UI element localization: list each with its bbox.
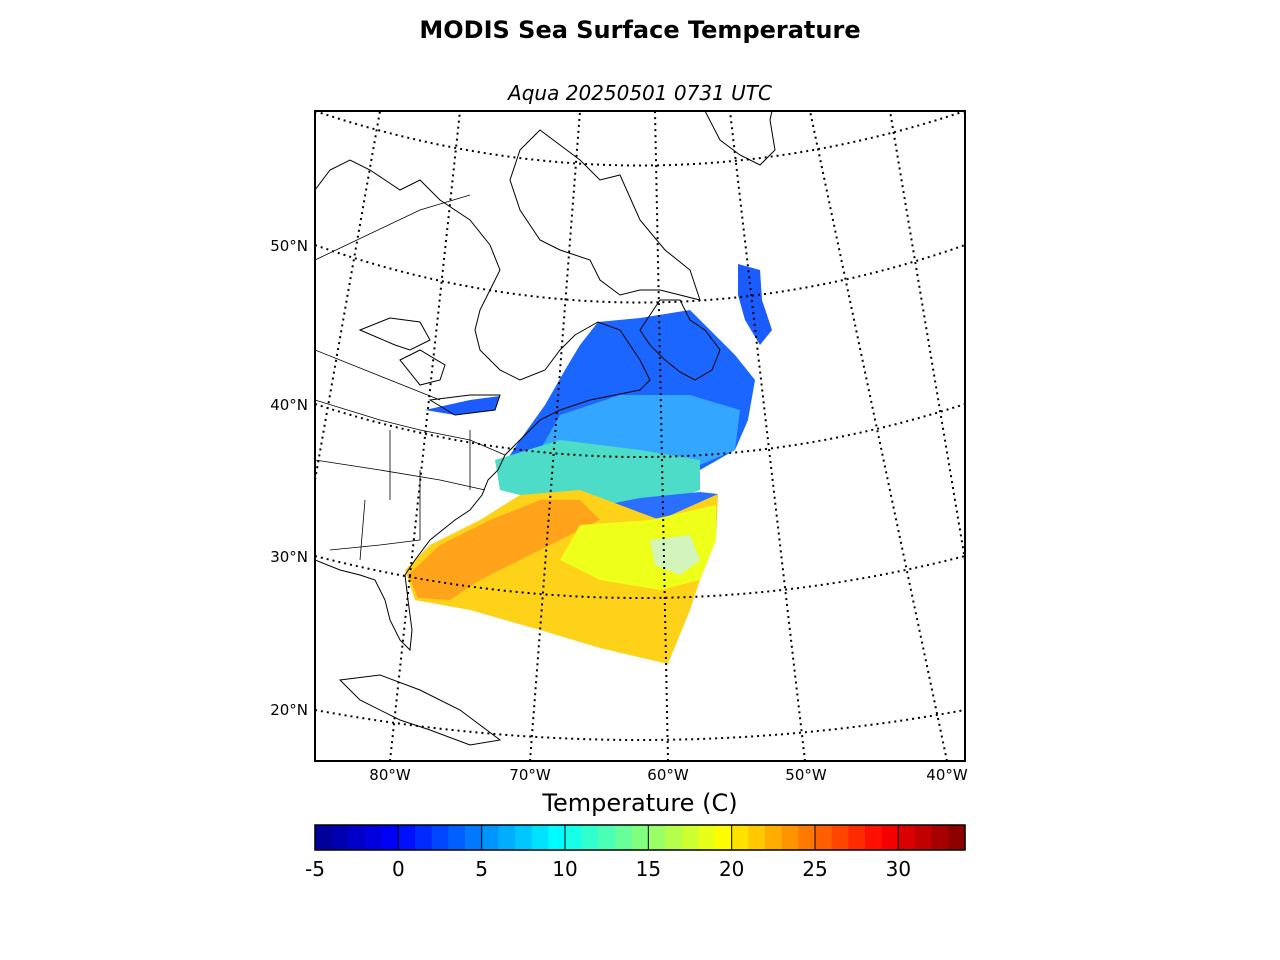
colorbar-cell [715, 825, 733, 850]
lon-label-70w: 70°W [509, 766, 551, 784]
colorbar-cell [615, 825, 633, 850]
colorbar-cell [481, 825, 499, 850]
latitude-labels: 20°N 30°N 40°N 50°N [270, 237, 308, 719]
parallel-50n [315, 244, 965, 304]
meridian-60w [654, 111, 669, 761]
colorbar-cell [348, 825, 366, 850]
lon-label-80w: 80°W [369, 766, 411, 784]
colorbar-cell [948, 825, 966, 850]
colorbar-tick-label: 20 [719, 857, 744, 881]
colorbar-cell [815, 825, 833, 850]
colorbar-cell [865, 825, 883, 850]
colorbar-cell [848, 825, 866, 850]
colorbar-cell [598, 825, 616, 850]
colorbar-label: Temperature (C) [541, 789, 737, 817]
lat-label-50n: 50°N [270, 237, 308, 255]
labrador-outline [509, 129, 701, 301]
sst-data [405, 264, 772, 664]
sst-cloud-gap [650, 535, 700, 575]
colorbar-cell [765, 825, 783, 850]
colorbar-cell [931, 825, 949, 850]
lon-label-50w: 50°W [785, 766, 827, 784]
colorbar-cell [381, 825, 399, 850]
florida-cuba-outline [338, 674, 502, 746]
colorbar-cell [831, 825, 849, 850]
great-lakes-outline [358, 317, 501, 416]
state-borders [315, 194, 506, 561]
meridian-90w [315, 111, 381, 481]
colorbar-cell [415, 825, 433, 850]
lon-label-40w: 40°W [926, 766, 968, 784]
colorbar-cell [448, 825, 466, 850]
sst-labrador-fragment [738, 264, 772, 345]
parallel-40n [315, 403, 965, 458]
colorbar-cell [498, 825, 516, 850]
sst-hot-region [408, 500, 600, 600]
lat-label-40n: 40°N [270, 396, 308, 414]
colorbar-cell [531, 825, 549, 850]
colorbar-tick-label: -5 [305, 857, 325, 881]
east-coast-outline [315, 159, 651, 652]
colorbar-cell [698, 825, 716, 850]
colorbar-cell [798, 825, 816, 850]
figure-subtitle: Aqua 20250501 0731 UTC [506, 81, 772, 105]
lat-label-30n: 30°N [270, 548, 308, 566]
graticule [315, 111, 965, 761]
map-panel [315, 111, 965, 761]
colorbar-cell [781, 825, 799, 850]
colorbar-cell [548, 825, 566, 850]
colorbar-cell [398, 825, 416, 850]
colorbar-tick-label: 30 [886, 857, 911, 881]
meridian-50w [729, 111, 806, 761]
colorbar-cell [915, 825, 933, 850]
meridian-70w [529, 111, 581, 761]
colorbar-cell [431, 825, 449, 850]
colorbar-cell [665, 825, 683, 850]
sst-transition-band [495, 440, 700, 510]
colorbar-cell [898, 825, 916, 850]
colorbar-cell [581, 825, 599, 850]
lon-label-60w: 60°W [647, 766, 689, 784]
colorbar-ticks: -5 0 5 10 15 20 25 30 [305, 825, 911, 881]
colorbar-cell [881, 825, 899, 850]
colorbar-cell [648, 825, 666, 850]
colorbar-cell [631, 825, 649, 850]
colorbar-cell [365, 825, 383, 850]
meridian-30w [889, 111, 965, 561]
colorbar-tick-label: 15 [636, 857, 661, 881]
colorbar-cells [315, 825, 966, 850]
colorbar-tick-label: 5 [475, 857, 488, 881]
map-frame [314, 110, 966, 762]
greenland-tip-outline [704, 111, 776, 166]
colorbar-cell [681, 825, 699, 850]
parallel-60n [315, 111, 965, 167]
colorbar-tick-label: 25 [802, 857, 827, 881]
meridian-40w [809, 111, 948, 761]
colorbar-cell [315, 825, 333, 850]
colorbar-cell [565, 825, 583, 850]
colorbar-tick-label: 10 [552, 857, 577, 881]
meridian-80w [389, 111, 461, 761]
colorbar-cell [331, 825, 349, 850]
figure-title: MODIS Sea Surface Temperature [419, 16, 860, 44]
sst-great-lakes [425, 396, 500, 415]
longitude-labels: 80°W 70°W 60°W 50°W 40°W [369, 766, 968, 784]
coastlines [315, 111, 776, 746]
colorbar-cell [465, 825, 483, 850]
lat-label-20n: 20°N [270, 701, 308, 719]
colorbar-cell [748, 825, 766, 850]
newfoundland-outline [639, 299, 721, 381]
colorbar-cell [731, 825, 749, 850]
colorbar-cell [515, 825, 533, 850]
colorbar: Temperature (C) -5 0 5 10 15 20 25 30 [305, 789, 966, 881]
colorbar-tick-label: 0 [392, 857, 405, 881]
